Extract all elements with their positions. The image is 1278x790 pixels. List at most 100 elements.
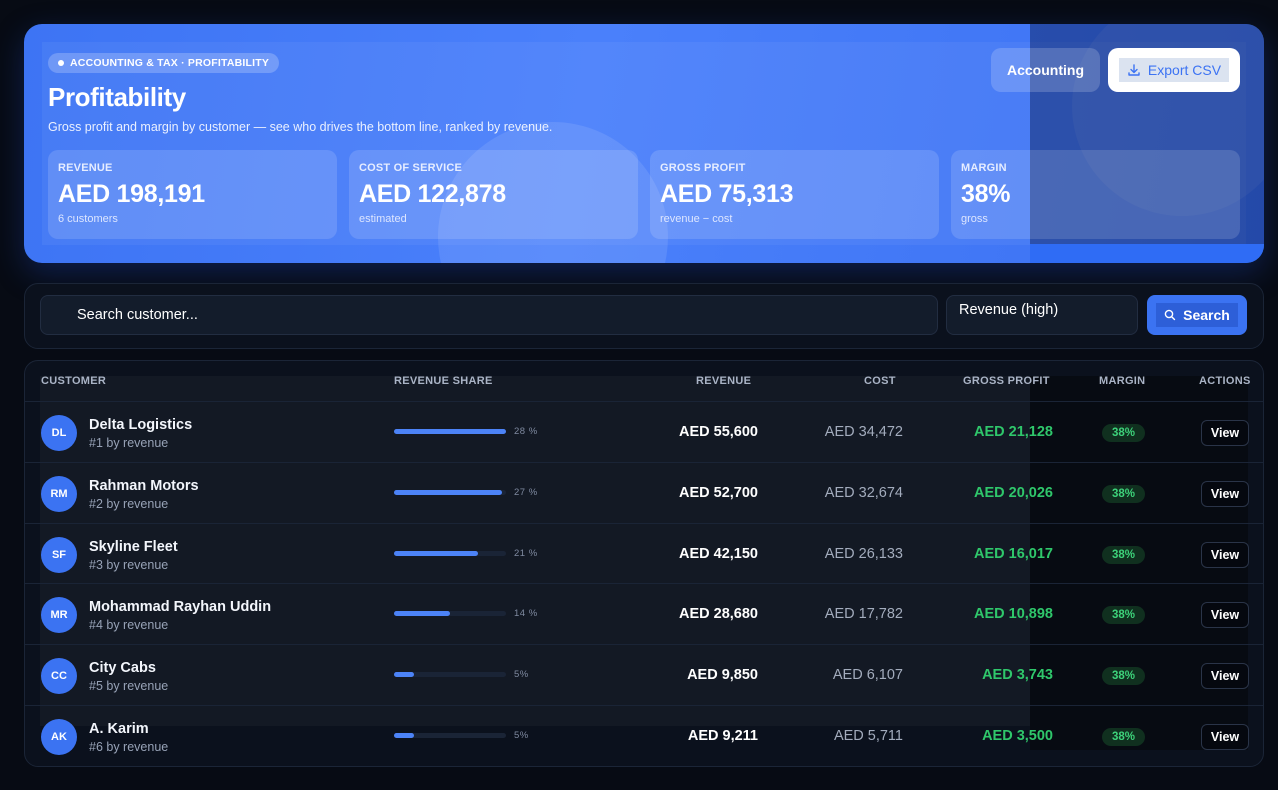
table-row: RM Rahman Motors #2 by revenue 27 % AED 52,7…: [25, 462, 1263, 523]
revenue-share-bar: [394, 490, 506, 495]
table-row: AK A. Karim #6 by revenue 5% AED 9,211 AED 5,…: [25, 705, 1263, 766]
column-header-margin: MARGIN: [1099, 375, 1146, 387]
kpi-value: 38%: [961, 180, 1011, 208]
cost-value: AED 17,782: [824, 606, 903, 622]
download-icon: [1128, 64, 1140, 76]
view-button[interactable]: View: [1201, 420, 1249, 446]
revenue-share-fill: [394, 490, 502, 495]
customer-name: Mohammad Rayhan Uddin: [89, 599, 272, 615]
kpi-card-cost: COST OF SERVICE AED 122,878 estimated: [349, 150, 638, 239]
margin-badge: 38%: [1102, 606, 1145, 624]
page-subtitle: Gross profit and margin by customer — se…: [48, 120, 553, 134]
view-button[interactable]: View: [1201, 663, 1249, 689]
revenue-share-fill: [394, 551, 478, 556]
revenue-share-fill: [394, 672, 414, 677]
column-header-revenue: REVENUE: [696, 375, 752, 387]
avatar: RM: [41, 476, 77, 512]
hero-inner-panel: [42, 42, 1246, 245]
avatar: CC: [41, 658, 77, 694]
breadcrumb-text: ACCOUNTING & TAX · PROFITABILITY: [70, 57, 270, 69]
kpi-value: AED 122,878: [359, 180, 506, 208]
revenue-share-bar: [394, 672, 506, 677]
table-row: DL Delta Logistics #1 by revenue 28 % AED 55…: [25, 401, 1263, 462]
kpi-label: MARGIN: [961, 162, 1007, 174]
customer-name: Delta Logistics: [89, 417, 193, 433]
kpi-card-gross-profit: GROSS PROFIT AED 75,313 revenue − cost: [650, 150, 939, 239]
revenue-share-bar: [394, 429, 506, 434]
column-header-gross-profit: GROSS PROFIT: [963, 375, 1050, 387]
sort-select[interactable]: Revenue (high): [946, 295, 1138, 335]
revenue-value: AED 28,680: [679, 606, 758, 622]
gross-profit-value: AED 3,743: [982, 667, 1053, 683]
revenue-value: AED 42,150: [679, 546, 758, 562]
table-row: MR Mohammad Rayhan Uddin #4 by revenue 14 %…: [25, 583, 1263, 644]
customer-name: Skyline Fleet: [89, 539, 178, 555]
avatar: DL: [41, 415, 77, 451]
view-button[interactable]: View: [1201, 542, 1249, 568]
revenue-share-bar: [394, 551, 506, 556]
kpi-value: AED 75,313: [660, 180, 794, 208]
avatar: AK: [41, 719, 77, 755]
revenue-value: AED 9,211: [687, 728, 758, 744]
gross-profit-value: AED 3,500: [982, 728, 1053, 744]
search-button[interactable]: Search: [1147, 295, 1247, 335]
customer-rank: #6 by revenue: [89, 740, 169, 754]
customer-rank: #5 by revenue: [89, 679, 169, 693]
view-button[interactable]: View: [1201, 724, 1249, 750]
revenue-share-fill: [394, 733, 414, 738]
revenue-share-fill: [394, 611, 450, 616]
revenue-share-fill: [394, 429, 506, 434]
kpi-card-revenue: REVENUE AED 198,191 6 customers: [48, 150, 337, 239]
revenue-share-bar: [394, 733, 506, 738]
margin-badge: 38%: [1102, 728, 1145, 746]
customer-rank: #2 by revenue: [89, 497, 169, 511]
avatar: MR: [41, 597, 77, 633]
margin-badge: 38%: [1102, 546, 1145, 564]
customer-rank: #1 by revenue: [89, 436, 169, 450]
cost-value: AED 5,711: [833, 728, 903, 744]
avatar: SF: [41, 537, 77, 573]
search-icon: [1164, 309, 1176, 321]
margin-badge: 38%: [1102, 485, 1145, 503]
gross-profit-value: AED 21,128: [974, 424, 1053, 440]
gross-profit-value: AED 16,017: [974, 546, 1053, 562]
breadcrumb: ACCOUNTING & TAX · PROFITABILITY: [48, 53, 280, 73]
page-title: Profitability: [48, 82, 186, 112]
revenue-value: AED 52,700: [679, 485, 758, 501]
revenue-share-percent: 5%: [514, 730, 529, 741]
customer-name: A. Karim: [89, 721, 149, 737]
revenue-share-bar: [394, 611, 506, 616]
column-header-customer: CUSTOMER: [41, 375, 107, 387]
revenue-share-percent: 27 %: [514, 487, 538, 498]
margin-badge: 38%: [1102, 424, 1145, 442]
kpi-note: revenue − cost: [660, 213, 733, 225]
accounting-button[interactable]: Accounting: [991, 48, 1100, 92]
cost-value: AED 32,674: [824, 485, 903, 501]
dot-icon: [58, 60, 64, 66]
customer-rank: #3 by revenue: [89, 558, 169, 572]
kpi-label: GROSS PROFIT: [660, 162, 746, 174]
cost-value: AED 6,107: [832, 667, 903, 683]
customer-name: Rahman Motors: [89, 478, 199, 494]
search-input[interactable]: [40, 295, 938, 335]
profitability-table: [24, 360, 1264, 767]
kpi-card-margin: MARGIN 38% gross: [951, 150, 1240, 239]
table-row: SF Skyline Fleet #3 by revenue 21 % AED 42,1…: [25, 523, 1263, 584]
kpi-value: AED 198,191: [58, 180, 205, 208]
export-csv-button[interactable]: Export CSV: [1108, 48, 1240, 92]
revenue-share-percent: 28 %: [514, 426, 538, 437]
revenue-value: AED 55,600: [679, 424, 758, 440]
gross-profit-value: AED 10,898: [974, 606, 1053, 622]
cost-value: AED 26,133: [824, 546, 903, 562]
view-button[interactable]: View: [1201, 481, 1249, 507]
export-csv-label: Export CSV: [1147, 62, 1222, 78]
view-button[interactable]: View: [1201, 602, 1249, 628]
revenue-share-percent: 21 %: [514, 548, 538, 559]
search-button-label: Search: [1183, 307, 1230, 323]
kpi-note: estimated: [359, 213, 407, 225]
gross-profit-value: AED 20,026: [974, 485, 1053, 501]
customer-name: City Cabs: [89, 660, 156, 676]
kpi-label: REVENUE: [58, 162, 113, 174]
column-header-actions: ACTIONS: [1199, 375, 1251, 387]
cost-value: AED 34,472: [824, 424, 903, 440]
